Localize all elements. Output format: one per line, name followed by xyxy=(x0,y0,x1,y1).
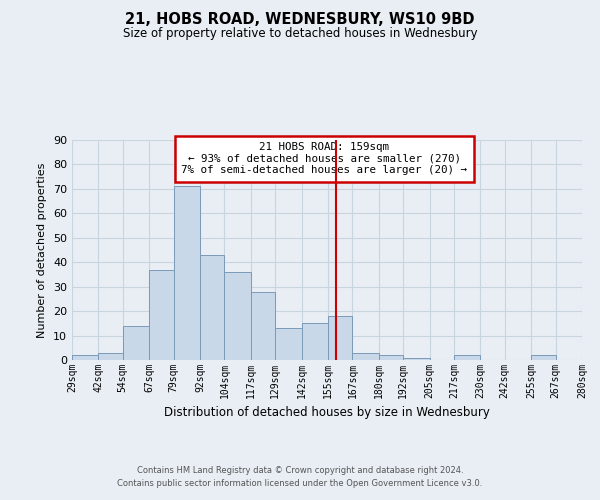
Bar xyxy=(173,186,200,360)
Bar xyxy=(275,328,302,360)
Bar xyxy=(531,355,556,360)
X-axis label: Distribution of detached houses by size in Wednesbury: Distribution of detached houses by size … xyxy=(164,406,490,420)
Bar xyxy=(149,270,173,360)
Bar xyxy=(251,292,275,360)
Text: 21 HOBS ROAD: 159sqm
← 93% of detached houses are smaller (270)
7% of semi-detac: 21 HOBS ROAD: 159sqm ← 93% of detached h… xyxy=(181,142,467,176)
Bar xyxy=(72,355,98,360)
Bar xyxy=(352,352,379,360)
Text: 21, HOBS ROAD, WEDNESBURY, WS10 9BD: 21, HOBS ROAD, WEDNESBURY, WS10 9BD xyxy=(125,12,475,28)
Text: Contains HM Land Registry data © Crown copyright and database right 2024.
Contai: Contains HM Land Registry data © Crown c… xyxy=(118,466,482,487)
Bar xyxy=(403,358,430,360)
Bar xyxy=(123,326,149,360)
Bar xyxy=(454,355,481,360)
Bar xyxy=(302,324,328,360)
Bar xyxy=(200,255,224,360)
Bar xyxy=(224,272,251,360)
Y-axis label: Number of detached properties: Number of detached properties xyxy=(37,162,47,338)
Text: Size of property relative to detached houses in Wednesbury: Size of property relative to detached ho… xyxy=(122,28,478,40)
Bar xyxy=(328,316,352,360)
Bar xyxy=(379,355,403,360)
Bar xyxy=(98,352,123,360)
